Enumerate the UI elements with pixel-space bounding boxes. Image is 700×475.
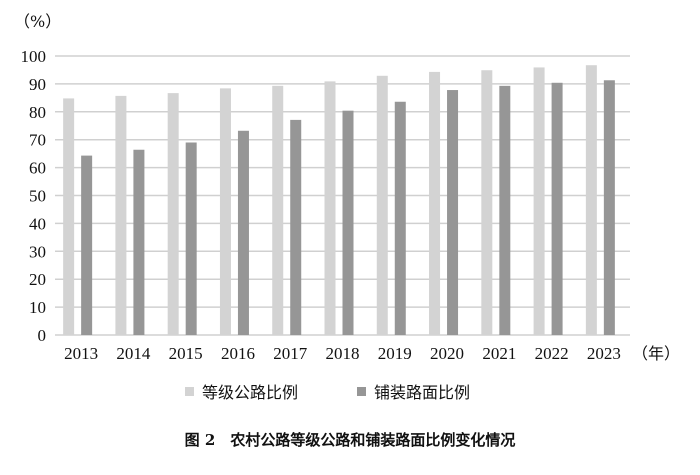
x-tick-label: 2020	[430, 344, 464, 363]
y-tick-label: 10	[29, 298, 46, 317]
x-tick-label: 2017	[273, 344, 308, 363]
x-tick-label: 2014	[116, 344, 151, 363]
x-tick-label: 2019	[378, 344, 412, 363]
bar-graded-2023	[585, 65, 597, 335]
y-tick-label: 90	[29, 75, 46, 94]
bar-graded-2021	[481, 70, 493, 335]
x-tick-label: 2015	[169, 344, 203, 363]
bar-paved-2020	[447, 90, 459, 336]
bar-paved-2017	[290, 119, 302, 336]
legend-label-graded: 等级公路比例	[202, 383, 298, 402]
bar-graded-2016	[219, 88, 231, 335]
bar-paved-2022	[551, 82, 563, 335]
bar-graded-2014	[115, 95, 127, 335]
y-unit-label: （%）	[14, 12, 61, 31]
bar-paved-2015	[185, 142, 197, 335]
y-tick-label: 100	[21, 47, 47, 66]
y-tick-label: 60	[29, 159, 46, 178]
x-tick-label: 2022	[535, 344, 569, 363]
y-tick-label: 50	[29, 187, 46, 206]
legend: 等级公路比例 铺装路面比例	[185, 383, 470, 402]
legend-swatch-paved	[357, 387, 366, 396]
y-tick-label: 80	[29, 103, 46, 122]
bar-graded-2013	[63, 98, 75, 336]
bar-graded-2020	[429, 71, 441, 335]
bar-paved-2013	[81, 155, 93, 335]
y-tick-label: 70	[29, 131, 46, 150]
bars	[63, 65, 615, 336]
bar-graded-2015	[167, 93, 179, 336]
bar-graded-2022	[533, 67, 545, 336]
y-tick-label: 20	[29, 270, 46, 289]
x-tick-label: 2018	[326, 344, 360, 363]
x-tick-label: 2013	[64, 344, 98, 363]
chart-title: 图 2 农村公路等级公路和铺装路面比例变化情况	[185, 431, 516, 449]
y-tick-label: 0	[38, 326, 47, 345]
bar-paved-2021	[499, 85, 511, 335]
legend-swatch-graded	[185, 387, 194, 396]
bar-paved-2014	[133, 149, 145, 335]
bar-paved-2023	[603, 80, 615, 335]
legend-label-paved: 铺装路面比例	[374, 383, 470, 402]
x-tick-label: 2021	[482, 344, 516, 363]
y-tick-labels: 0 10 20 30 40 50 60 70 80 90 100	[21, 47, 47, 345]
y-tick-label: 30	[29, 242, 46, 261]
x-tick-labels: 2013 2014 2015 2016 2017 2018 2019 2020 2021 2022…	[64, 344, 621, 363]
bar-paved-2016	[237, 130, 249, 335]
bar-paved-2018	[342, 110, 354, 336]
bar-paved-2019	[394, 101, 406, 335]
x-tick-label: 2016	[221, 344, 255, 363]
y-tick-label: 40	[29, 214, 46, 233]
x-unit-label: （年）	[632, 344, 680, 363]
bar-graded-2018	[324, 81, 336, 335]
bar-graded-2019	[376, 75, 388, 336]
bar-graded-2017	[272, 85, 284, 335]
x-tick-label: 2023	[587, 344, 621, 363]
